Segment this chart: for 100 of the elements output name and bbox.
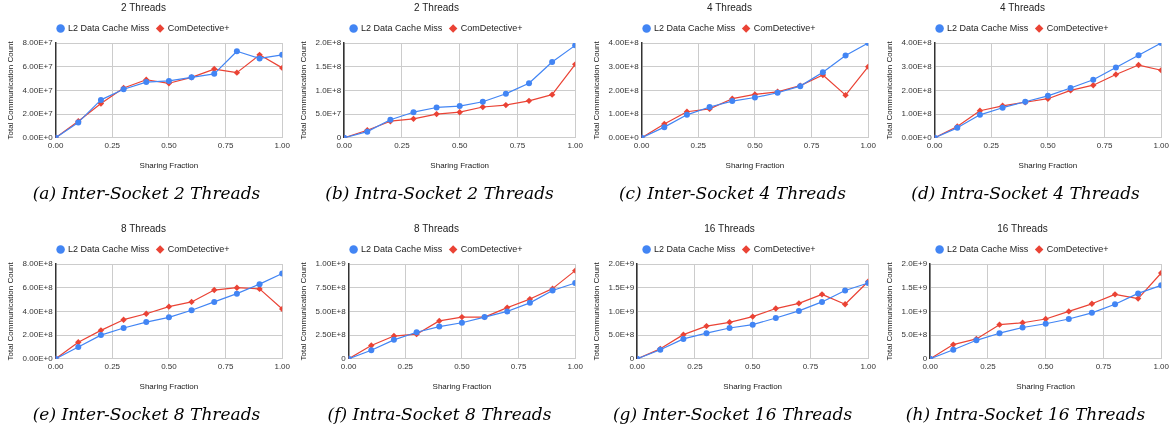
x-tick-label: 0.75 bbox=[1096, 140, 1113, 150]
x-tick-label: 1.00 bbox=[567, 140, 584, 150]
x-tick-label: 0.25 bbox=[690, 140, 707, 150]
legend-label: ComDetective+ bbox=[753, 243, 816, 254]
x-tick-label: 0.00 bbox=[633, 140, 650, 150]
x-tick-label: 0.25 bbox=[104, 361, 121, 371]
legend-label: L2 Data Cache Miss bbox=[654, 243, 736, 254]
y-tick-label: 4.00E+8 bbox=[901, 38, 933, 48]
y-tick-label: 3.00E+8 bbox=[901, 61, 933, 71]
chart-title: 2 Threads bbox=[121, 1, 166, 13]
y-tick-label: 2.0E+9 bbox=[608, 259, 635, 269]
y-tick-label: 5.00E+8 bbox=[315, 306, 347, 316]
y-tick-label: 1.5E+9 bbox=[901, 282, 928, 292]
text: (f) Intra-Socket 8 Threads bbox=[326, 404, 553, 424]
y-axis-title: Total Communication Count bbox=[885, 40, 894, 140]
y-tick-label: 2.00E+8 bbox=[22, 330, 54, 340]
x-tick-label: 0.50 bbox=[1037, 361, 1055, 371]
x-axis-title: Sharing Fraction bbox=[430, 161, 490, 171]
y-tick-label: 5.0E+8 bbox=[901, 330, 928, 340]
legend-label: ComDetective+ bbox=[753, 22, 816, 33]
x-axis-title: Sharing Fraction bbox=[139, 382, 199, 392]
legend-label: L2 Data Cache Miss bbox=[68, 22, 150, 33]
x-axis-title: Sharing Fraction bbox=[139, 161, 199, 171]
x-tick-label: 0.25 bbox=[687, 361, 704, 371]
y-tick-label: 1.0E+9 bbox=[608, 306, 635, 316]
x-tick-label: 1.00 bbox=[274, 140, 291, 150]
y-tick-label: 2.00E+8 bbox=[901, 85, 933, 95]
y-tick-label: 0.00E+0 bbox=[22, 354, 54, 363]
x-tick-label: 0.00 bbox=[629, 361, 646, 371]
x-tick-label: 0.75 bbox=[510, 361, 527, 371]
y-tick-label: 1.00E+8 bbox=[901, 109, 933, 119]
y-tick-label: 7.50E+8 bbox=[315, 282, 347, 292]
chart-title: 2 Threads bbox=[414, 1, 459, 13]
x-tick-label: 0.75 bbox=[803, 140, 820, 150]
y-tick-label: 0 bbox=[336, 133, 342, 142]
x-tick-label: 0.75 bbox=[1095, 361, 1112, 371]
y-tick-label: 2.00E+8 bbox=[608, 85, 640, 95]
y-axis-title: Total Communication Count bbox=[299, 261, 308, 361]
x-tick-label: 0.50 bbox=[1040, 140, 1057, 150]
x-tick-label: 0.25 bbox=[394, 140, 411, 150]
text: (g) Inter-Socket 16 Threads bbox=[611, 404, 854, 424]
y-tick-label: 0 bbox=[341, 354, 347, 363]
y-tick-label: 1.5E+9 bbox=[608, 282, 635, 292]
x-tick-label: 1.00 bbox=[860, 140, 877, 150]
x-tick-label: 0.50 bbox=[451, 140, 469, 150]
y-tick-label: 0 bbox=[922, 354, 928, 363]
y-tick-label: 1.00E+8 bbox=[608, 109, 640, 119]
y-axis-title: Total Communication Count bbox=[6, 261, 15, 361]
y-tick-label: 2.0E+9 bbox=[901, 259, 928, 269]
y-axis-title: Total Communication Count bbox=[885, 261, 894, 361]
chart-title: 16 Threads bbox=[704, 222, 755, 234]
text: (e) Inter-Socket 8 Threads bbox=[31, 404, 262, 424]
x-tick-label: 0.25 bbox=[104, 140, 121, 150]
y-tick-label: 2.00E+7 bbox=[22, 109, 54, 119]
legend-label: ComDetective+ bbox=[460, 243, 523, 254]
chart-title: 16 Threads bbox=[997, 222, 1048, 234]
x-axis-title: Sharing Fraction bbox=[1016, 382, 1076, 392]
y-tick-label: 1.5E+8 bbox=[315, 61, 342, 71]
y-tick-label: 5.0E+7 bbox=[315, 109, 342, 119]
legend-label: L2 Data Cache Miss bbox=[947, 22, 1029, 33]
x-tick-label: 0.00 bbox=[926, 140, 943, 150]
x-axis-title: Sharing Fraction bbox=[723, 382, 783, 392]
legend-label: L2 Data Cache Miss bbox=[68, 243, 150, 254]
legend-label: L2 Data Cache Miss bbox=[361, 22, 443, 33]
y-tick-label: 6.00E+8 bbox=[22, 282, 54, 292]
x-tick-label: 0.00 bbox=[922, 361, 939, 371]
y-tick-label: 6.00E+7 bbox=[22, 61, 54, 71]
y-tick-label: 8.00E+8 bbox=[22, 259, 54, 269]
chart-title: 8 Threads bbox=[121, 222, 166, 234]
y-tick-label: 2.0E+8 bbox=[315, 38, 342, 48]
x-tick-label: 1.00 bbox=[860, 361, 877, 371]
text: (a) Inter-Socket 2 Threads bbox=[31, 183, 262, 203]
x-axis-title: Sharing Fraction bbox=[1018, 161, 1078, 171]
legend-label: L2 Data Cache Miss bbox=[654, 22, 736, 33]
legend-label: ComDetective+ bbox=[167, 243, 230, 254]
y-tick-label: 2.50E+8 bbox=[315, 330, 347, 340]
y-tick-label: 0.00E+0 bbox=[901, 133, 933, 142]
x-tick-label: 0.00 bbox=[47, 361, 64, 371]
legend-label: ComDetective+ bbox=[1046, 243, 1109, 254]
y-tick-label: 4.00E+8 bbox=[608, 38, 640, 48]
text: (h) Intra-Socket 16 Threads bbox=[904, 404, 1147, 424]
y-tick-label: 0.00E+0 bbox=[22, 133, 54, 142]
legend-label: ComDetective+ bbox=[460, 22, 523, 33]
y-tick-label: 5.0E+8 bbox=[608, 330, 635, 340]
x-tick-label: 1.00 bbox=[1153, 140, 1170, 150]
y-tick-label: 0.00E+0 bbox=[608, 133, 640, 142]
legend-label: ComDetective+ bbox=[1046, 22, 1109, 33]
chart-title: 4 Threads bbox=[707, 1, 752, 13]
y-tick-label: 8.00E+7 bbox=[22, 38, 54, 48]
x-tick-label: 1.00 bbox=[567, 361, 584, 371]
x-tick-label: 1.00 bbox=[274, 361, 291, 371]
y-tick-label: 0 bbox=[629, 354, 635, 363]
x-tick-label: 0.25 bbox=[983, 140, 1000, 150]
y-tick-label: 1.00E+9 bbox=[315, 259, 347, 269]
x-tick-label: 0.50 bbox=[744, 361, 762, 371]
x-tick-label: 0.50 bbox=[161, 361, 178, 371]
x-tick-label: 0.75 bbox=[217, 140, 234, 150]
x-tick-label: 0.00 bbox=[336, 140, 353, 150]
x-tick-label: 1.00 bbox=[1153, 361, 1170, 371]
y-axis-title: Total Communication Count bbox=[592, 261, 601, 361]
